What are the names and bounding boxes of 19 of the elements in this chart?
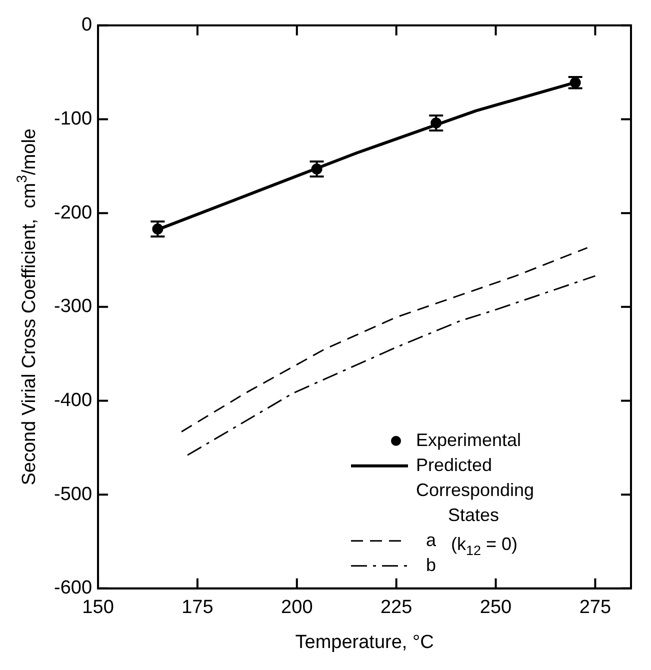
x-tick-label: 175 bbox=[182, 597, 214, 618]
y-tick-label: -200 bbox=[54, 202, 92, 224]
legend-label: a bbox=[426, 530, 437, 550]
y-axis-title: Second Virial Cross Coefficient, cm3/mole bbox=[14, 128, 40, 486]
legend-label: Experimental bbox=[416, 430, 522, 450]
y-tick-label: -100 bbox=[54, 108, 92, 130]
x-tick-label: 225 bbox=[380, 597, 412, 618]
x-axis-title: Temperature, °C bbox=[295, 632, 434, 653]
x-tick-label: 200 bbox=[281, 597, 313, 618]
y-tick-label: -300 bbox=[54, 296, 92, 318]
legend-label: b bbox=[426, 554, 436, 575]
y-tick-label: 0 bbox=[81, 14, 92, 36]
x-tick-label: 150 bbox=[82, 597, 114, 618]
x-tick-label: 275 bbox=[579, 597, 612, 618]
x-tick-label: 250 bbox=[480, 597, 512, 618]
y-tick-label: -400 bbox=[54, 390, 92, 411]
legend-label: Predicted bbox=[416, 454, 492, 475]
y-tick-label: -500 bbox=[54, 484, 92, 505]
y-tick-label: -600 bbox=[54, 578, 92, 599]
